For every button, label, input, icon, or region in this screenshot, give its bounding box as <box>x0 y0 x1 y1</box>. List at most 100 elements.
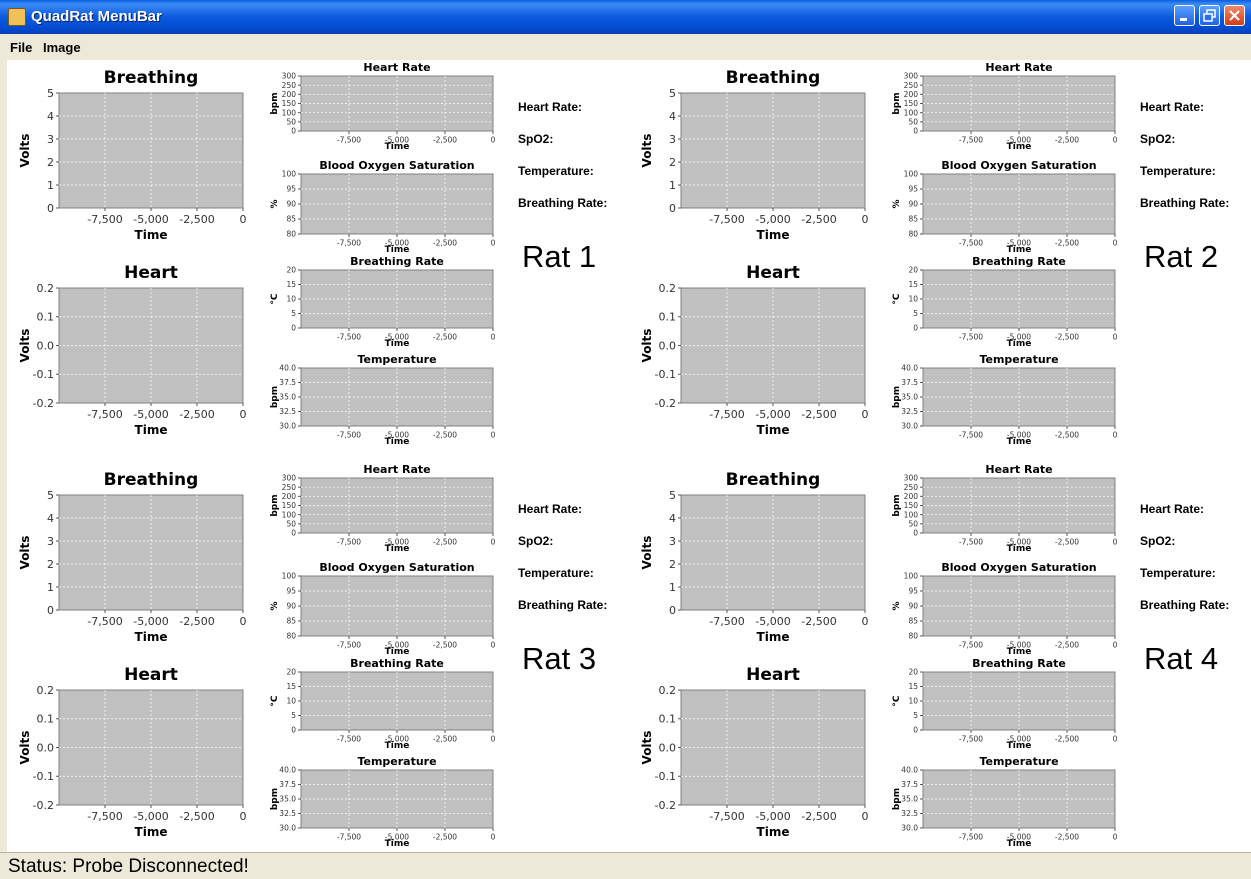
x-tick-label: 0 <box>1113 333 1118 342</box>
chart-title: Heart <box>746 263 800 283</box>
vital-label: Heart Rate: <box>518 100 583 114</box>
menu-image[interactable]: Image <box>43 40 81 55</box>
spo2-chart: Blood Oxygen Saturation 100 95 90 85 80 -7,500… <box>270 159 496 255</box>
x-tick-label: -7,500 <box>959 833 983 842</box>
restore-icon <box>1203 9 1216 22</box>
x-tick-label: 0 <box>1113 833 1118 842</box>
chart-title: Breathing Rate <box>350 255 444 268</box>
y-axis-label: % <box>270 601 280 610</box>
x-tick-label: -7,500 <box>959 333 983 342</box>
breathing-rate-chart: Breathing Rate 20 15 10 5 0 -7,500 -5,000 -2,500… <box>892 657 1118 751</box>
y-tick-label: 100 <box>904 108 919 117</box>
x-axis-label: Time <box>385 741 410 751</box>
x-tick-label: -7,500 <box>87 615 122 628</box>
chart-title: Breathing Rate <box>972 255 1066 268</box>
y-tick-label: 150 <box>904 99 919 108</box>
x-tick-label: -7,500 <box>709 213 744 226</box>
menu-file[interactable]: File <box>10 40 33 55</box>
x-tick-label: -7,500 <box>959 641 983 650</box>
y-tick-label: 0 <box>669 202 676 215</box>
chart-title: Blood Oxygen Saturation <box>941 159 1096 172</box>
y-axis-label: bpm <box>892 386 902 408</box>
y-tick-label: 50 <box>908 117 918 126</box>
y-tick-label: -0.2 <box>33 397 54 410</box>
y-tick-label: 32.5 <box>279 809 296 818</box>
close-button[interactable] <box>1224 5 1245 26</box>
y-tick-label: 2 <box>669 558 676 571</box>
x-tick-label: -7,500 <box>337 735 361 744</box>
y-tick-label: -0.1 <box>33 770 54 783</box>
vital-label: SpO2: <box>518 132 554 146</box>
x-tick-label: 0 <box>862 213 869 226</box>
x-tick-label: -7,500 <box>959 239 983 248</box>
vital-label: Temperature: <box>1140 566 1216 580</box>
chart-title: Heart <box>746 665 800 685</box>
y-tick-label: 32.5 <box>901 407 918 416</box>
vital-label: Breathing Rate: <box>518 598 608 612</box>
x-tick-label: 0 <box>1113 538 1118 547</box>
x-axis-label: Time <box>385 544 410 554</box>
x-tick-label: -2,500 <box>1055 431 1079 440</box>
chart-title: Temperature <box>979 755 1058 768</box>
spo2-chart: Blood Oxygen Saturation 100 95 90 85 80 -7,500… <box>892 561 1118 657</box>
y-tick-label: 300 <box>282 72 297 81</box>
y-tick-label: 15 <box>908 682 918 691</box>
y-tick-label: 100 <box>282 170 297 179</box>
temperature-chart: Temperature 40.0 37.5 35.0 32.5 30.0 -7,500 -5,… <box>892 353 1118 447</box>
y-axis-label: Volts <box>18 731 32 765</box>
chart-title: Blood Oxygen Saturation <box>319 561 474 574</box>
y-axis-label: % <box>892 199 902 208</box>
y-tick-label: 20 <box>286 668 296 677</box>
temperature-chart: Temperature 40.0 37.5 35.0 32.5 30.0 -7,500 -5,… <box>270 755 496 849</box>
x-tick-label: -7,500 <box>709 810 744 823</box>
y-tick-label: 0 <box>291 529 296 538</box>
y-tick-label: 10 <box>908 295 918 304</box>
x-tick-label: 0 <box>862 615 869 628</box>
x-tick-label: -5,000 <box>1007 136 1031 145</box>
vital-label: SpO2: <box>1140 132 1176 146</box>
y-tick-label: 80 <box>286 632 296 641</box>
y-tick-label: -0.2 <box>33 799 54 812</box>
y-tick-label: 35.0 <box>901 393 918 402</box>
y-tick-label: -0.2 <box>655 397 676 410</box>
java-cup-icon <box>8 8 26 26</box>
x-tick-label: -5,000 <box>1007 735 1031 744</box>
window-titlebar[interactable]: QuadRat MenuBar <box>0 0 1251 34</box>
x-axis-label: Time <box>385 437 410 447</box>
chart-title: Heart Rate <box>363 463 430 476</box>
x-tick-label: -5,000 <box>755 615 790 628</box>
x-tick-label: -7,500 <box>709 615 744 628</box>
y-axis-label: Volts <box>18 329 32 363</box>
minimize-button[interactable] <box>1174 5 1195 26</box>
x-tick-label: 0 <box>491 333 496 342</box>
temperature-chart: Temperature 40.0 37.5 35.0 32.5 30.0 -7,500 -5,… <box>270 353 496 447</box>
x-tick-label: 0 <box>240 615 247 628</box>
x-tick-label: -2,500 <box>1055 333 1079 342</box>
y-tick-label: 40.0 <box>279 766 296 775</box>
x-axis-label: Time <box>385 142 410 152</box>
y-tick-label: 100 <box>282 572 297 581</box>
x-axis-label: Time <box>1007 339 1032 349</box>
y-axis-label: bpm <box>892 788 902 810</box>
vital-label: Breathing Rate: <box>1140 196 1230 210</box>
chart-title: Temperature <box>979 353 1058 366</box>
spo2-chart: Blood Oxygen Saturation 100 95 90 85 80 -7,500… <box>270 561 496 657</box>
y-tick-label: 200 <box>282 90 297 99</box>
y-axis-label: Volts <box>18 536 32 570</box>
y-axis-label: bpm <box>892 494 902 516</box>
x-axis-label: Time <box>385 245 410 255</box>
restore-button[interactable] <box>1199 5 1220 26</box>
chart-title: Temperature <box>357 353 436 366</box>
y-tick-label: 5 <box>291 309 296 318</box>
heart-chart: Heart 0.2 0.1 0.0 -0.1 -0.2 -7,500 -5,000 -2,500… <box>640 665 869 839</box>
y-tick-label: 0 <box>291 726 296 735</box>
y-tick-label: 85 <box>908 617 918 626</box>
y-tick-label: 10 <box>286 295 296 304</box>
x-tick-label: -2,500 <box>1055 136 1079 145</box>
x-tick-label: -5,000 <box>133 615 168 628</box>
y-tick-label: 37.5 <box>279 378 296 387</box>
y-tick-label: 0 <box>291 324 296 333</box>
